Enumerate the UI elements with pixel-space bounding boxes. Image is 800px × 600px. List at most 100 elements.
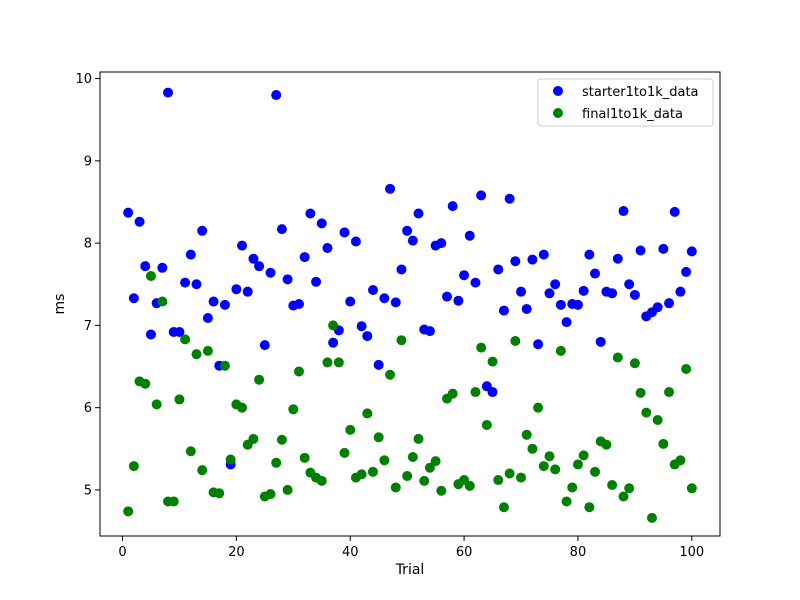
data-point xyxy=(293,299,304,309)
y-tick-label: 5 xyxy=(84,483,92,498)
data-point xyxy=(180,334,191,345)
data-point xyxy=(128,461,139,472)
data-point xyxy=(533,402,544,413)
data-point xyxy=(396,335,407,346)
data-point xyxy=(311,276,322,287)
plot-frame xyxy=(99,71,721,537)
data-point xyxy=(373,359,384,370)
data-point xyxy=(464,230,475,241)
data-point xyxy=(675,455,686,466)
y-axis-ticks: 5 6 7 8 9 10 xyxy=(75,72,100,498)
data-point xyxy=(197,465,208,476)
data-point xyxy=(163,87,174,98)
data-point xyxy=(436,238,447,249)
data-point xyxy=(293,366,304,377)
data-point xyxy=(191,349,202,360)
data-point xyxy=(356,469,367,480)
data-point xyxy=(345,296,356,307)
data-point xyxy=(305,208,316,219)
data-point xyxy=(202,312,213,323)
data-point xyxy=(157,262,168,273)
data-point xyxy=(271,90,282,101)
data-point xyxy=(618,491,629,502)
data-point xyxy=(128,293,139,304)
data-point xyxy=(578,450,589,461)
data-point xyxy=(333,357,344,368)
data-point xyxy=(402,470,413,481)
y-tick-label: 7 xyxy=(84,319,92,334)
data-point xyxy=(402,225,413,236)
data-point xyxy=(504,468,515,479)
data-point xyxy=(390,297,401,308)
data-point xyxy=(658,243,669,254)
data-point xyxy=(664,387,675,398)
data-point xyxy=(157,296,168,307)
data-point xyxy=(516,286,527,297)
data-point xyxy=(567,482,578,493)
y-axis-label: ms xyxy=(52,294,68,315)
x-tick-label: 20 xyxy=(228,545,245,560)
data-point xyxy=(436,485,447,496)
data-point xyxy=(624,279,635,290)
legend: starter1to1k_data final1to1k_data xyxy=(537,78,714,127)
data-point xyxy=(123,207,134,218)
data-point xyxy=(185,446,196,457)
data-point xyxy=(237,402,248,413)
data-point xyxy=(265,489,276,500)
data-point xyxy=(442,291,453,302)
data-point xyxy=(191,279,202,290)
data-point xyxy=(339,227,350,238)
data-point xyxy=(607,479,618,490)
data-point xyxy=(322,243,333,254)
data-point xyxy=(339,447,350,458)
data-point xyxy=(362,331,373,342)
x-tick-label: 80 xyxy=(570,545,587,560)
data-point xyxy=(248,433,259,444)
data-point xyxy=(362,408,373,419)
data-point xyxy=(174,326,185,337)
data-point xyxy=(629,358,640,369)
data-point xyxy=(607,288,618,299)
data-point xyxy=(635,387,646,398)
data-point xyxy=(276,224,287,235)
data-point xyxy=(612,253,623,264)
data-point xyxy=(635,245,646,256)
data-point xyxy=(430,456,441,467)
data-point xyxy=(578,285,589,296)
x-tick-label: 40 xyxy=(342,545,359,560)
data-point xyxy=(134,216,145,227)
data-point xyxy=(453,295,464,306)
data-point xyxy=(214,488,225,499)
y-tick-label: 6 xyxy=(84,401,92,416)
data-point xyxy=(174,394,185,405)
data-point xyxy=(413,208,424,219)
data-point xyxy=(521,429,532,440)
data-point xyxy=(544,288,555,299)
data-point xyxy=(254,261,265,272)
data-point xyxy=(504,193,515,204)
data-point xyxy=(168,496,179,507)
data-point xyxy=(561,496,572,507)
series-1 xyxy=(123,271,697,523)
x-axis-ticks: 0 20 40 60 80 100 xyxy=(118,536,704,560)
data-point xyxy=(322,357,333,368)
data-point xyxy=(544,451,555,462)
data-point xyxy=(424,326,435,337)
data-point xyxy=(145,271,156,282)
data-point xyxy=(470,277,481,288)
x-axis-label: Trial xyxy=(395,562,425,578)
data-point xyxy=(572,459,583,470)
data-point xyxy=(686,246,697,257)
data-point xyxy=(658,438,669,449)
data-point xyxy=(396,264,407,275)
legend-box xyxy=(537,78,714,127)
data-point xyxy=(345,424,356,435)
data-point xyxy=(197,225,208,236)
y-tick-label: 10 xyxy=(75,72,92,87)
data-point xyxy=(521,303,532,314)
data-point xyxy=(413,433,424,444)
data-point xyxy=(487,387,498,398)
data-point xyxy=(675,286,686,297)
y-tick-label: 9 xyxy=(84,154,92,169)
